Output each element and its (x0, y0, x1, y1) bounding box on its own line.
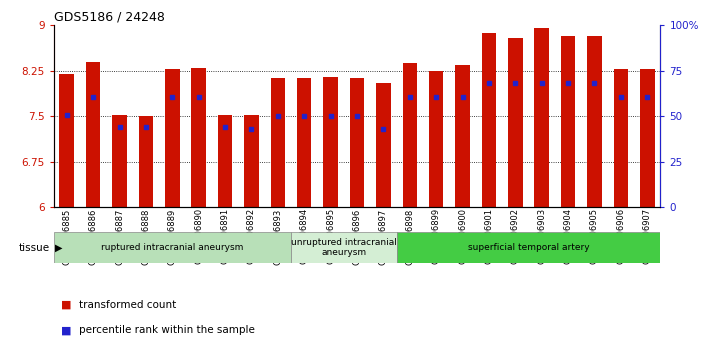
Bar (59, 74, 74, 207)
Text: transformed count: transformed count (79, 300, 176, 310)
Text: ■: ■ (61, 325, 71, 335)
Bar (403, 63, 417, 207)
Bar (613, 69, 628, 207)
Bar (376, 83, 391, 207)
Bar (244, 115, 258, 207)
Bar (271, 78, 285, 207)
Bar (139, 115, 154, 207)
Bar (587, 36, 602, 207)
Bar (396, 232, 660, 263)
Text: ▶: ▶ (55, 243, 63, 253)
Bar (508, 37, 523, 207)
Bar (323, 77, 338, 207)
Text: percentile rank within the sample: percentile rank within the sample (79, 325, 254, 335)
Bar (350, 78, 364, 207)
Bar (297, 78, 311, 207)
Text: ■: ■ (61, 300, 71, 310)
Bar (165, 69, 179, 207)
Bar (535, 28, 549, 207)
Bar (112, 115, 127, 207)
Text: GDS5186 / 24248: GDS5186 / 24248 (54, 11, 164, 24)
Text: ruptured intracranial aneurysm: ruptured intracranial aneurysm (101, 243, 243, 252)
Bar (54, 232, 291, 263)
Bar (218, 115, 232, 207)
Text: tissue: tissue (19, 243, 50, 253)
Bar (429, 71, 443, 207)
Bar (482, 33, 496, 207)
Bar (560, 36, 575, 207)
Text: unruptured intracranial
aneurysm: unruptured intracranial aneurysm (291, 238, 397, 257)
Bar (291, 232, 396, 263)
Bar (640, 69, 655, 207)
Bar (456, 65, 470, 207)
Bar (191, 68, 206, 207)
Text: superficial temporal artery: superficial temporal artery (468, 243, 589, 252)
Bar (86, 62, 101, 207)
